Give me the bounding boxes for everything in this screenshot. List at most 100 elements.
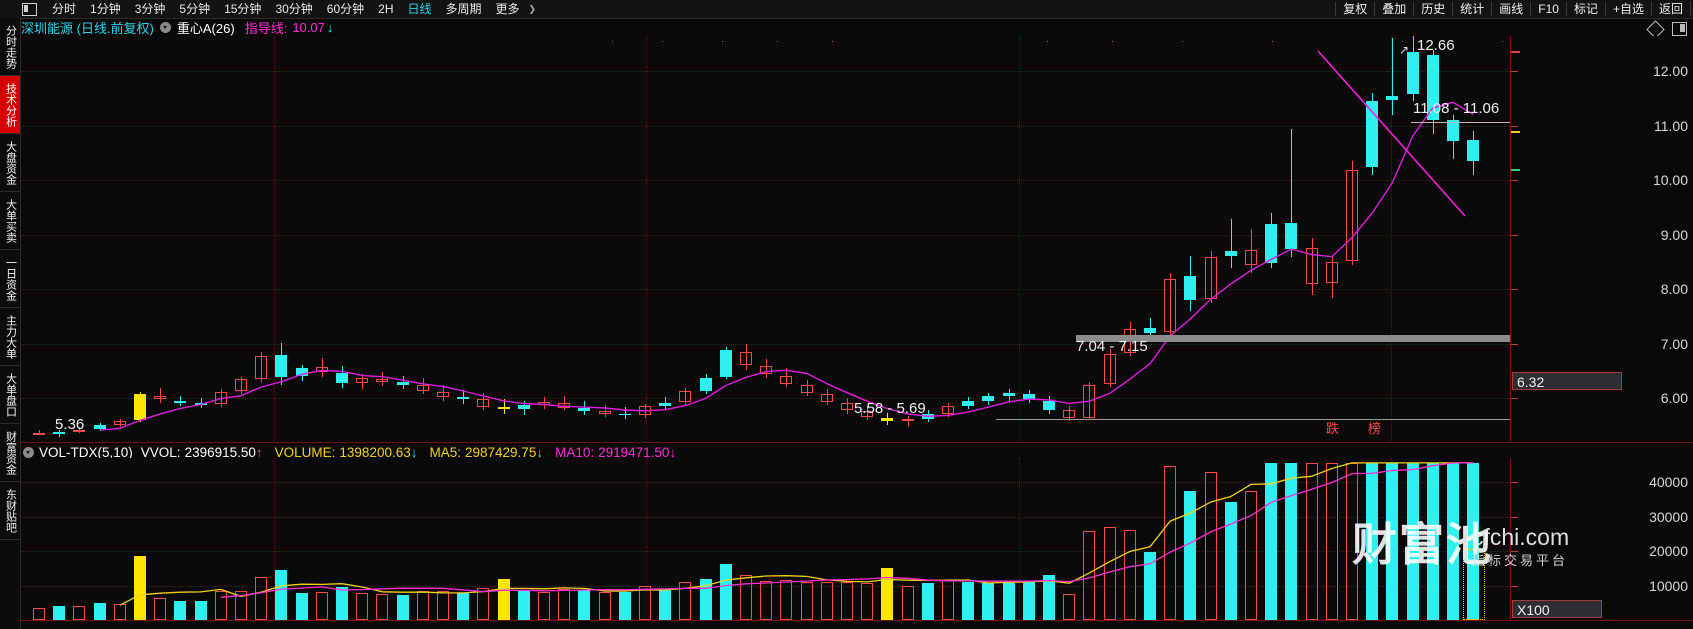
candle-body[interactable] [1083,385,1096,418]
split-panel-icon[interactable] [1672,22,1687,36]
volume-bar[interactable] [1346,462,1358,620]
dropdown-circle-icon[interactable] [159,22,171,33]
candle-body[interactable] [53,432,66,435]
action-biaoji[interactable]: 标记 [1565,2,1605,16]
sidebar-item-1[interactable]: 技术分析 [0,76,20,134]
volume-bar[interactable] [396,594,409,620]
volume-bar[interactable] [1285,462,1298,620]
candle-body[interactable] [760,365,773,375]
volume-bar[interactable] [618,591,631,620]
volume-bar[interactable] [1305,462,1318,620]
volume-bar[interactable] [1265,462,1278,620]
period-tab-multi[interactable]: 多周期 [445,2,482,16]
volume-bar[interactable] [740,574,752,620]
candle-body[interactable] [1184,275,1197,301]
action-lishi[interactable]: 历史 [1413,2,1452,16]
volume-bar[interactable] [538,592,550,620]
volume-bar[interactable] [679,582,692,620]
candle-body[interactable] [376,378,389,383]
volume-bar[interactable] [457,593,470,620]
candle-body[interactable] [194,402,207,405]
candle-body[interactable] [679,390,692,402]
volume-bar[interactable] [214,590,227,620]
volume-bar[interactable] [437,590,449,620]
volume-bar[interactable] [1386,462,1399,620]
candle-body[interactable] [356,377,369,384]
period-tab-30min[interactable]: 30分钟 [275,2,313,16]
candle-body[interactable] [1366,101,1379,167]
candle-body[interactable] [154,395,167,400]
volume-bar[interactable] [962,582,975,620]
candle-body[interactable] [800,385,813,393]
candle-body[interactable] [1447,120,1459,142]
candle-body[interactable] [1467,140,1480,162]
sidebar-item-4[interactable]: 一日资金 [0,250,20,308]
volume-bar[interactable] [719,563,732,620]
volume-bar[interactable] [53,606,66,620]
candle-body[interactable] [1265,224,1278,264]
sidebar-item-8[interactable]: 东财贴吧 [0,482,20,540]
volume-bar[interactable] [578,590,591,620]
sidebar-item-5[interactable]: 主力大单 [0,308,20,366]
volume-bar[interactable] [154,598,167,620]
candle-body[interactable] [134,394,146,421]
candle-body[interactable] [538,401,550,405]
candle-body[interactable] [1245,250,1257,265]
candle-body[interactable] [255,355,268,379]
candle-body[interactable] [780,375,793,385]
volume-bar[interactable] [881,567,894,620]
volume-bar[interactable] [73,606,86,620]
candle-body[interactable] [93,424,106,430]
volume-bar[interactable] [760,580,773,620]
period-tab-3min[interactable]: 3分钟 [134,2,166,16]
sidebar-item-0[interactable]: 分时走势 [0,18,20,76]
volume-bar[interactable] [841,581,853,620]
volume-bar[interactable] [921,583,934,620]
period-tab-more[interactable]: 更多 [495,2,520,16]
candle-body[interactable] [618,413,631,416]
volume-bar[interactable] [134,555,146,620]
volume-bar[interactable] [33,607,45,620]
volume-bar[interactable] [861,583,874,620]
volume-bar[interactable] [1022,580,1035,620]
volume-bar[interactable] [639,585,651,620]
candle-body[interactable] [1164,278,1177,332]
period-tab-60min[interactable]: 60分钟 [326,2,365,16]
volume-bar[interactable] [1245,491,1257,620]
action-tongji[interactable]: 统计 [1452,2,1491,16]
action-add-watchlist[interactable]: +自选 [1604,2,1651,16]
candle-body[interactable] [1043,400,1055,411]
volume-bar[interactable] [275,570,288,620]
period-tab-daily[interactable]: 日线 [407,2,432,16]
action-diejia[interactable]: 叠加 [1374,2,1413,16]
candle-body[interactable] [1224,251,1237,256]
level-line-11[interactable] [1411,122,1510,124]
candle-body[interactable] [113,421,126,425]
volume-bar[interactable] [315,591,328,620]
volume-bar[interactable] [1063,594,1076,620]
action-f10[interactable]: F10 [1530,2,1566,16]
volume-bar[interactable] [336,587,348,620]
candle-body[interactable] [901,419,914,422]
period-tab-2h[interactable]: 2H [378,2,394,16]
candle-body[interactable] [315,366,328,373]
volume-bar[interactable] [820,581,833,620]
candle-body[interactable] [73,430,86,432]
label-704-715[interactable]: 7.04 - 7.15 [1076,338,1148,356]
candle-body[interactable] [174,400,187,403]
candle-body[interactable] [1305,247,1318,284]
candle-body[interactable] [1144,327,1156,333]
volume-bar[interactable] [1426,462,1439,620]
sidebar-item-3[interactable]: 大单买卖 [0,192,20,250]
volume-indicator-name[interactable]: VOL-TDX(5,10) [39,444,133,460]
level-line-5[interactable] [996,418,1510,420]
label-1266[interactable]: 12.66 [1417,36,1455,54]
volume-bar[interactable] [113,603,126,620]
volume-bar[interactable] [295,592,308,620]
candle-body[interactable] [1002,392,1015,397]
candle-body[interactable] [1386,95,1399,100]
volume-bar[interactable] [1083,531,1096,620]
period-tab-15min[interactable]: 15分钟 [224,2,262,16]
volume-bar[interactable] [982,582,995,620]
volume-bar[interactable] [901,586,914,620]
